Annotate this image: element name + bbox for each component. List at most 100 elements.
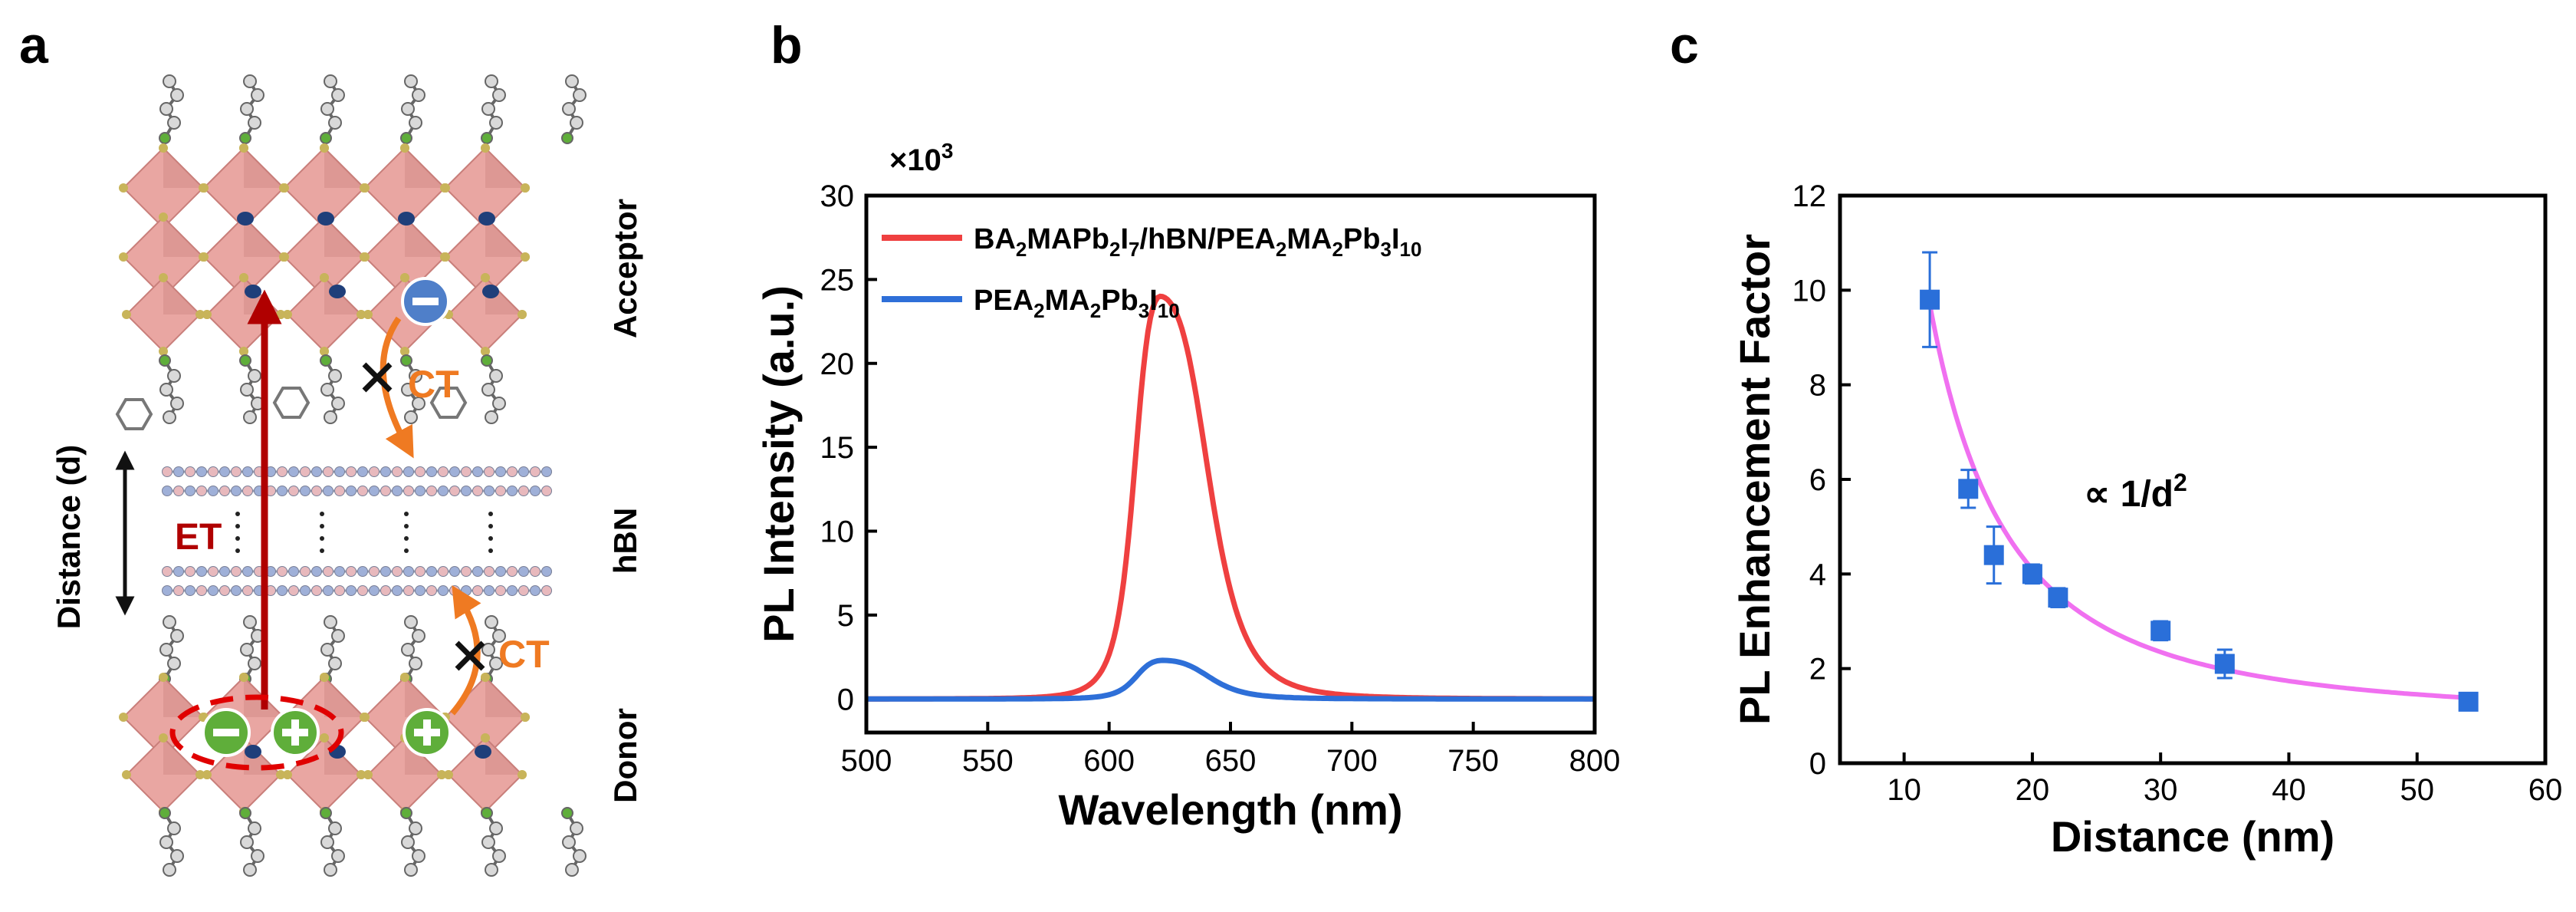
hbn-atom [242, 486, 253, 496]
hbn-dot [235, 512, 240, 516]
hbn-atom [173, 566, 184, 577]
hbn-atom [415, 585, 426, 596]
octahedron-shade [405, 677, 445, 717]
b-x-tick-label: 750 [1447, 744, 1499, 778]
ligand-atom [251, 88, 264, 102]
hbn-atom [357, 486, 368, 496]
ligand-atom [412, 849, 426, 863]
phenyl-ring [115, 397, 153, 431]
b-x-tick-label: 600 [1083, 744, 1135, 778]
hbn-atom [196, 566, 207, 577]
ligand-atom [170, 397, 184, 410]
hbn-atom [472, 585, 483, 596]
c-x-tick-label: 40 [2272, 773, 2306, 807]
iodide-atom [159, 733, 168, 742]
hbn-atom [530, 486, 540, 496]
hbn-atom [369, 486, 380, 496]
hbn-atom [300, 466, 310, 477]
ligand-atom [489, 821, 503, 835]
hbn-atom [449, 566, 460, 577]
iodide-atom [283, 310, 292, 319]
ligand-atom [481, 132, 493, 144]
cation-atom [475, 745, 491, 759]
ligand-atom [404, 863, 418, 877]
c-y-axis-title: PL Enhancement Factor [1730, 234, 1779, 725]
iodide-atom [400, 143, 409, 153]
hbn-atom [518, 566, 529, 577]
ligand-atom [409, 657, 422, 670]
iodide-atom [518, 310, 527, 319]
hbn-atom [208, 486, 219, 496]
b-series-group [866, 293, 1595, 702]
hbn-atom [357, 585, 368, 596]
hbn-atom [173, 585, 184, 596]
ligand-atom [400, 354, 412, 367]
iodide-atom [363, 770, 373, 779]
hbn-atom [541, 466, 552, 477]
hbn-atom [472, 566, 483, 577]
hbn-atom [426, 585, 437, 596]
hbn-atom [346, 566, 356, 577]
hbn-atom [219, 585, 230, 596]
iodide-atom [441, 183, 450, 193]
iodide-atom [360, 183, 370, 193]
ct-label-top: CT [408, 363, 459, 406]
iodide-atom [521, 713, 530, 722]
ligand-atom [248, 369, 261, 383]
exciton-ring [169, 694, 344, 771]
hbn-atom [185, 486, 196, 496]
hbn-atom [208, 566, 219, 577]
panel-b-label: b [770, 16, 803, 74]
ligand-atom [331, 849, 345, 863]
hbn-atom [311, 466, 322, 477]
c-annotation: ∝ 1/d2 [2084, 469, 2187, 515]
hbn-atom [495, 486, 506, 496]
hbn-dot [404, 524, 409, 528]
hbn-atom [369, 466, 380, 477]
et-label: ET [175, 517, 222, 558]
iodide-atom [444, 770, 453, 779]
ligand-atom [320, 835, 334, 849]
hbn-dot [235, 536, 240, 541]
hbn-atom [242, 466, 253, 477]
b-y-tick-label: 0 [837, 683, 854, 716]
iodide-atom [320, 673, 329, 682]
c-data-point [1958, 479, 1979, 499]
hbn-atom [311, 486, 322, 496]
iodide-atom [320, 733, 329, 742]
hbn-atom [231, 585, 242, 596]
ligand-atom [400, 807, 412, 819]
donor-label: Donor [607, 708, 643, 803]
blocked-ct-cross-bottom [455, 640, 485, 671]
hbn-dot [320, 524, 324, 528]
ligand-atom [243, 410, 257, 424]
hbn-dot [488, 524, 493, 528]
iodide-atom [481, 733, 490, 742]
ligand-atom [159, 835, 173, 849]
ligand-atom [404, 615, 418, 629]
ligand-atom [492, 397, 506, 410]
ligand-atom [170, 849, 184, 863]
ligand-atom [239, 132, 251, 144]
iodide-atom [239, 273, 248, 282]
ligand-atom [159, 643, 173, 657]
iodide-atom [122, 770, 131, 779]
b-y-tick-label: 30 [820, 179, 855, 213]
ligand-atom [324, 74, 337, 88]
iodide-atom [481, 273, 490, 282]
ligand-atom [239, 807, 251, 819]
hbn-atom [323, 566, 334, 577]
panel-c-label: c [1670, 16, 1699, 74]
hbn-atom [403, 466, 414, 477]
hbn-dot [320, 512, 324, 516]
ligand-atom [159, 807, 171, 819]
hbn-atom [541, 486, 552, 496]
hbn-atom [392, 585, 402, 596]
c-x-axis-title: Distance (nm) [2051, 812, 2334, 861]
c-plot-frame [1838, 193, 2548, 765]
ligand-atom [240, 383, 254, 397]
ligand-atom [489, 116, 503, 130]
hbn-atom [484, 566, 495, 577]
iodide-atom [521, 183, 530, 193]
